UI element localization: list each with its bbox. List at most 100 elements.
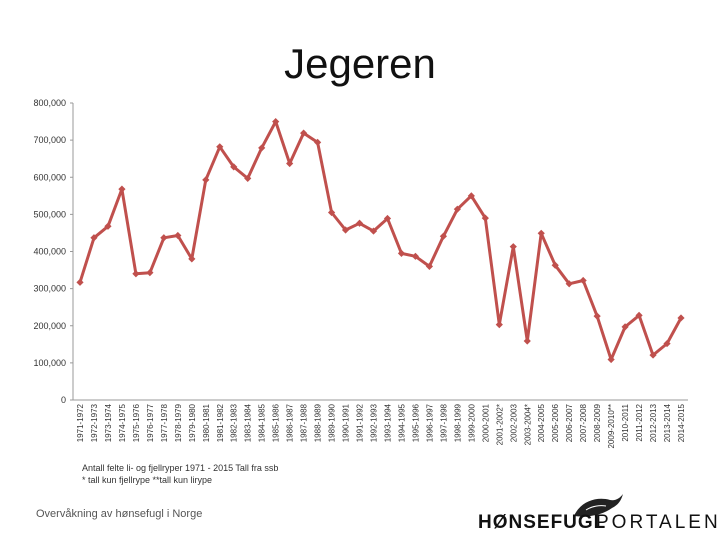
x-tick-label: 1993-1994: [383, 403, 392, 442]
y-tick-label: 700,000: [33, 135, 66, 145]
x-tick-label: 2007-2008: [579, 403, 588, 442]
data-point: [244, 174, 252, 182]
x-tick-label: 1978-1979: [174, 403, 183, 442]
data-point: [160, 234, 168, 242]
data-point: [579, 276, 587, 285]
x-tick-label: 1975-1976: [132, 403, 141, 442]
x-tick-label: 2009-2010**: [607, 404, 616, 448]
data-point: [369, 227, 378, 235]
data-point: [453, 205, 461, 213]
data-point: [677, 314, 685, 322]
data-point: [258, 144, 266, 152]
data-point: [565, 280, 573, 288]
x-tick-label: 1980-1981: [202, 403, 211, 442]
data-point: [286, 159, 294, 168]
data-point: [397, 249, 406, 257]
footer-text: Overvåkning av hønsefugl i Norge: [36, 508, 203, 520]
data-point: [481, 214, 489, 222]
data-point: [355, 219, 364, 227]
y-axis: 0 100,000 200,000 300,000 400,000 500,000 600,…: [33, 98, 74, 405]
data-point: [593, 312, 601, 320]
data-point: [509, 243, 517, 251]
data-point: [551, 261, 559, 269]
data-point: [188, 255, 196, 263]
data-point: [663, 339, 671, 348]
x-tick-label: 1994-1995: [397, 403, 406, 442]
x-tick-label: 1977-1978: [160, 403, 169, 442]
honsefugl-logo: HØNSEFUGL PORTALEN: [478, 494, 718, 534]
x-tick-label: 1976-1977: [146, 403, 155, 442]
data-point: [202, 176, 210, 184]
x-tick-label: 2005-2006: [551, 403, 560, 442]
x-tick-label: 1989-1990: [328, 403, 337, 442]
data-point: [118, 185, 126, 193]
x-tick-label: 1979-1980: [188, 403, 197, 442]
y-tick-label: 800,000: [33, 98, 66, 108]
x-tick-label: 2002-2003: [509, 403, 518, 442]
logo-text-light: PORTALEN: [596, 512, 720, 533]
chart-title: Jegeren: [284, 40, 436, 87]
data-point: [649, 351, 657, 359]
x-tick-label: 2010-2011: [621, 403, 630, 441]
data-point: [104, 222, 112, 230]
x-tick-label: 2006-2007: [565, 403, 574, 442]
data-point: [621, 323, 629, 331]
y-tick-label: 500,000: [33, 209, 66, 219]
data-point: [300, 129, 308, 137]
x-tick-label: 2001-2002*: [495, 404, 504, 445]
x-axis: 1971-1972 1972-1973 1973-1974 1974-1975 1975…: [73, 399, 688, 448]
x-tick-label: 2004-2005: [537, 403, 546, 442]
x-tick-label: 2000-2001: [481, 403, 490, 442]
x-tick-label: 1995-1996: [411, 403, 420, 442]
series-felte-ryper: [76, 117, 685, 364]
logo-text-bold: HØNSEFUGL: [478, 512, 607, 533]
data-point: [607, 355, 615, 364]
x-tick-label: 1981-1982: [216, 403, 225, 442]
data-point: [495, 321, 503, 329]
x-tick-label: 1987-1988: [300, 403, 309, 442]
data-point: [439, 232, 447, 240]
x-tick-label: 2014-2015: [677, 403, 686, 442]
data-point: [76, 278, 84, 286]
x-tick-label: 1971-1972: [76, 403, 85, 442]
grouse-silhouette-icon: [574, 494, 623, 517]
x-tick-label: 1983-1984: [244, 403, 253, 442]
x-tick-label: 1974-1975: [118, 403, 127, 442]
data-point: [174, 231, 182, 240]
data-point: [383, 214, 392, 223]
y-tick-label: 600,000: [33, 172, 66, 182]
y-tick-label: 400,000: [33, 247, 66, 257]
note-line-2: * tall kun fjellrype **tall kun lirype: [82, 475, 213, 485]
data-point: [467, 192, 475, 200]
x-tick-label: 1984-1985: [258, 403, 267, 442]
x-tick-label: 2008-2009: [593, 403, 602, 442]
data-point: [216, 143, 224, 151]
data-point: [272, 117, 280, 126]
data-point: [314, 138, 322, 146]
x-tick-label: 1972-1973: [90, 403, 99, 442]
x-tick-label: 1986-1987: [286, 403, 295, 442]
data-point: [146, 269, 154, 277]
data-point: [635, 311, 643, 319]
data-point: [341, 226, 350, 234]
data-point: [230, 163, 238, 171]
y-tick-label: 200,000: [33, 321, 66, 331]
data-point: [132, 270, 140, 278]
data-point: [327, 208, 336, 217]
x-tick-label: 1990-1991: [342, 403, 351, 442]
y-tick-label: 100,000: [33, 358, 66, 368]
x-tick-label: 1999-2000: [467, 403, 476, 442]
x-tick-label: 1985-1986: [272, 403, 281, 442]
data-point: [411, 252, 420, 260]
y-tick-label: 300,000: [33, 284, 66, 294]
x-tick-label: 1988-1989: [314, 403, 323, 442]
y-tick-label: 0: [61, 395, 66, 405]
x-tick-label: 1996-1997: [425, 403, 434, 442]
data-point: [425, 262, 434, 270]
data-point: [523, 337, 531, 345]
data-point: [90, 234, 98, 242]
note-line-1: Antall felte li- og fjellryper 1971 - 20…: [82, 463, 279, 473]
x-tick-label: 1991-1992: [356, 403, 365, 442]
x-tick-label: 1973-1974: [104, 403, 113, 442]
